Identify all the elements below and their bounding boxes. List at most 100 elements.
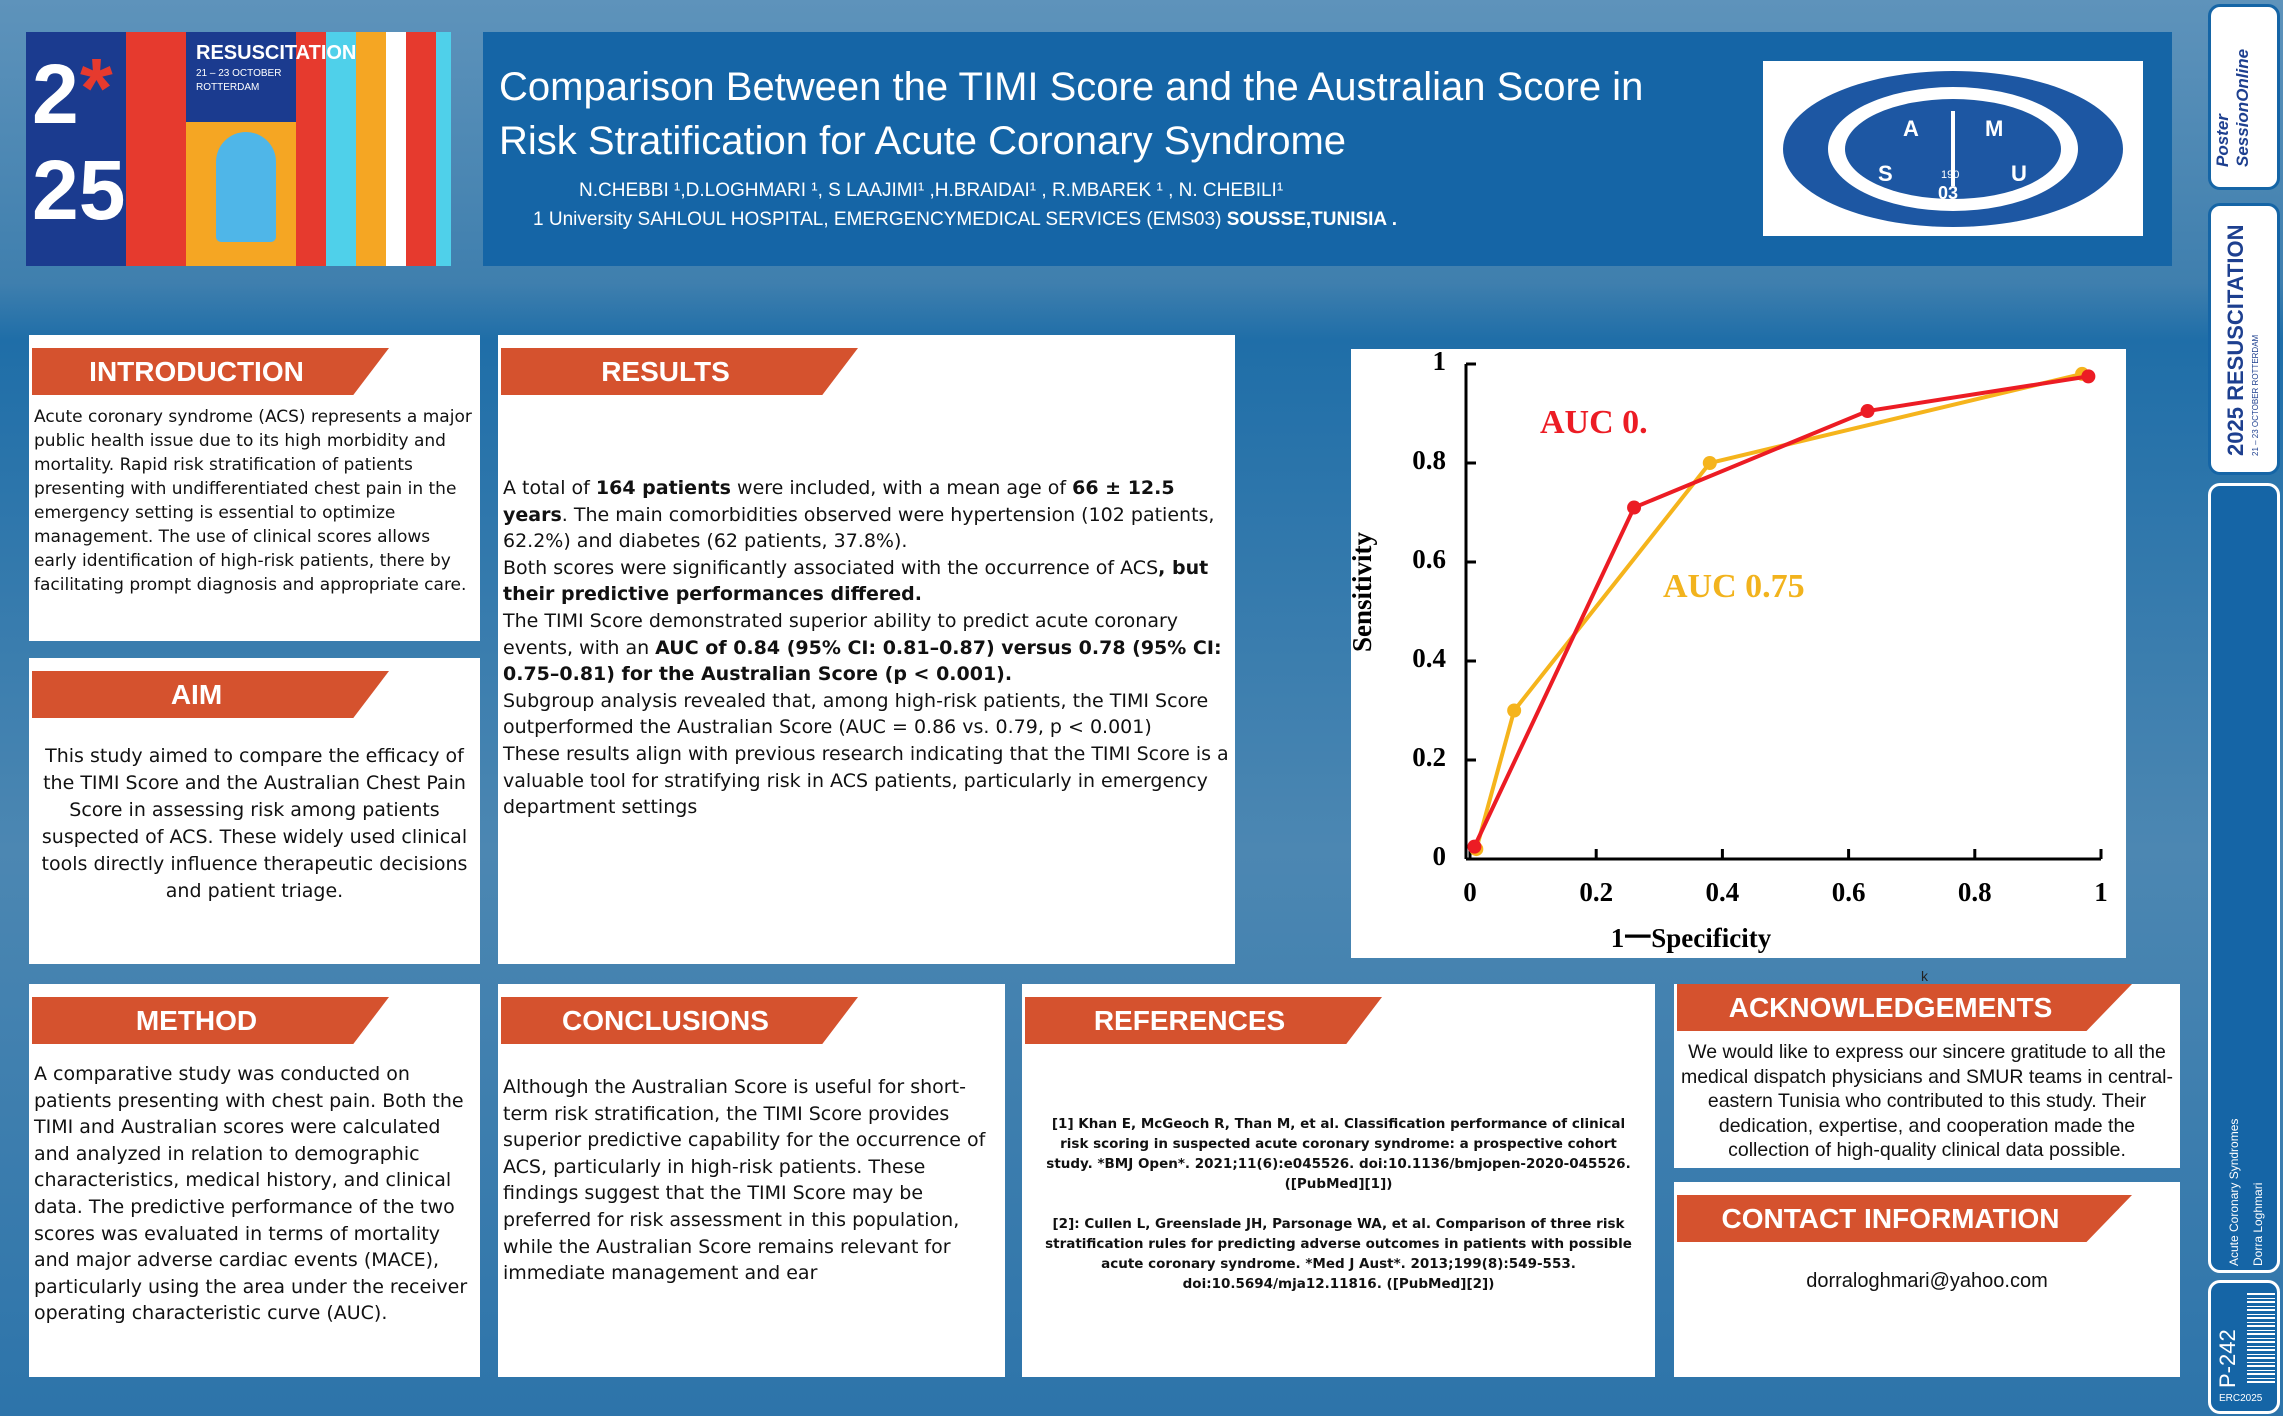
y-tick-label: 0.4 — [1412, 643, 1446, 673]
title: Comparison Between the TIMI Score and th… — [499, 65, 1644, 163]
roc-curve — [1474, 371, 2083, 850]
reference: [2]: Cullen L, Greenslade JH, Parsonage … — [1045, 1216, 1632, 1292]
conclusions-text: Although the Australian Score is useful … — [503, 1076, 986, 1285]
samu-logo: A M S U 190 03 — [1763, 61, 2143, 236]
results-emphasis: , but their predictive performances diff… — [503, 556, 1209, 606]
event-dates: 21 – 23 OCTOBER ROTTERDAM — [2251, 334, 2260, 456]
roc-point — [1467, 839, 1482, 854]
conclusions-panel: CONCLUSIONS Although the Australian Scor… — [498, 984, 1005, 1377]
logo-event: RESUSCITATION — [196, 42, 357, 64]
sidebar-info: Acute Coronary Syndromes Dorra Loghmari — [2208, 483, 2280, 1273]
results-segment: . The main comorbidities observed were h… — [503, 503, 1215, 553]
results-segment: Both scores were significantly associate… — [503, 556, 1159, 579]
sidebar-id: P-242 ERC2025 — [2208, 1280, 2280, 1414]
logo-digit: 25 — [32, 143, 126, 237]
results-paragraph: Subgroup analysis revealed that, among h… — [503, 688, 1230, 741]
samu-letter: M — [1985, 116, 2004, 141]
x-tick-label: 0.8 — [1958, 877, 1992, 907]
x-tick-label: 0.6 — [1832, 877, 1866, 907]
samu-letter: A — [1903, 116, 1919, 141]
method-text: A comparative study was conducted on pat… — [34, 1063, 468, 1325]
roc-chart: 0 0.2 0.4 0.6 0.8 1 0 0.2 0.4 0.6 0.8 1 1一Specificit… — [1347, 346, 2108, 953]
results-text: A total of 164 patients were included, w… — [503, 475, 1230, 821]
roc-point — [1507, 703, 1522, 718]
section-heading: RESULTS — [501, 348, 858, 395]
sidebar-brand: Poster SessionOnline — [2208, 4, 2280, 190]
results-paragraph: The TIMI Score demonstrated superior abi… — [503, 608, 1230, 688]
affiliation: 1 University SAHLOUL HOSPITAL, EMERGENCY… — [533, 209, 1397, 231]
poster-id: P-242 — [2215, 1329, 2240, 1388]
acknowledgements-text: We would like to express our sincere gra… — [1680, 1041, 2174, 1161]
method-panel: METHOD A comparative study was conducted… — [29, 984, 480, 1377]
samu-letter: U — [2011, 161, 2027, 186]
samu-letter: S — [1878, 161, 1893, 186]
logo-star: * — [80, 41, 113, 135]
x-axis-label: 1一Specificity — [1611, 923, 1772, 953]
x-tick-label: 0.4 — [1706, 877, 1740, 907]
brand: Poster SessionOnline — [2213, 48, 2252, 167]
sidebar-event: 2025 RESUSCITATION 21 – 23 OCTOBER ROTTE… — [2208, 203, 2280, 475]
affiliation-city: SOUSSE,TUNISIA . — [1226, 209, 1398, 230]
results-segment: The TIMI Score demonstrated superior abi… — [503, 609, 1179, 659]
stray-text: k — [1921, 968, 1928, 984]
chart-panel: 0 0.2 0.4 0.6 0.8 1 0 0.2 0.4 0.6 0.8 1 1一Specificit… — [1347, 346, 2126, 958]
header: Comparison Between the TIMI Score and th… — [483, 32, 2172, 266]
y-axis-label: Sensitivity — [1351, 531, 1377, 652]
references-panel: REFERENCES [1] Khan E, McGeoch R, Than M… — [1022, 984, 1655, 1377]
congress: ERC2025 — [2219, 1393, 2263, 1404]
auc-annotation: AUC 0. — [1540, 404, 1648, 441]
x-tick-label: 0 — [1463, 877, 1477, 907]
y-tick-label: 0 — [1433, 841, 1447, 871]
results-emphasis: 164 patients — [595, 477, 731, 499]
auc-annotation: AUC 0.75 — [1663, 568, 1805, 605]
x-tick-label: 0.2 — [1579, 877, 1613, 907]
section-heading: AIM — [32, 671, 389, 718]
section-heading: REFERENCES — [1025, 997, 1382, 1044]
acknowledgements-panel: ACKNOWLEDGEMENTS We would like to expres… — [1674, 984, 2180, 1168]
authors: N.CHEBBI ¹,D.LOGHMARI ¹, S LAAJIMI¹ ,H.B… — [579, 180, 1284, 201]
roc-point — [1860, 404, 1875, 419]
contact-panel: CONTACT INFORMATION dorraloghmari@yahoo.… — [1674, 1182, 2180, 1377]
section-heading: METHOD — [32, 997, 389, 1044]
section-heading: INTRODUCTION — [32, 348, 389, 395]
section-heading: CONTACT INFORMATION — [1677, 1195, 2132, 1242]
samu-year: 190 — [1941, 169, 1960, 181]
samu-unit: 03 — [1938, 183, 1959, 203]
results-segment: These results align with previous resear… — [503, 742, 1229, 819]
results-panel: RESULTS A total of 164 patients were inc… — [498, 335, 1235, 964]
section-heading: CONCLUSIONS — [501, 997, 858, 1044]
sidebar-event-name: 2025 RESUSCITATION — [2223, 216, 2249, 457]
roc-point — [1627, 500, 1642, 515]
y-tick-label: 0.6 — [1412, 544, 1446, 574]
event-logo: 2 * 25 RESUSCITATION 21 – 23 OCTOBER ROT… — [26, 32, 451, 266]
roc-point — [1702, 456, 1717, 470]
references-list: [1] Khan E, McGeoch R, Than M, et al. Cl… — [1042, 1114, 1635, 1294]
event-year: 2025 — [2223, 407, 2248, 456]
introduction-panel: INTRODUCTION Acute coronary syndrome (AC… — [29, 335, 480, 641]
results-segment: were included, with a mean age of — [731, 477, 1073, 499]
results-paragraph: These results align with previous resear… — [503, 741, 1230, 821]
y-tick-label: 1 — [1433, 349, 1447, 376]
samu-emblem — [1783, 71, 2123, 227]
introduction-text: Acute coronary syndrome (ACS) represents… — [34, 407, 472, 595]
logo-digit: 2 — [32, 47, 79, 141]
affiliation-text: 1 University SAHLOUL HOSPITAL, EMERGENCY… — [533, 209, 1227, 230]
y-tick-label: 0.2 — [1412, 742, 1446, 772]
event-name: RESUSCITATION — [2223, 224, 2248, 401]
results-paragraph: A total of 164 patients were included, w… — [503, 475, 1230, 555]
contact-email: dorraloghmari@yahoo.com — [1806, 1270, 2048, 1292]
logo-city: ROTTERDAM — [196, 82, 260, 93]
author: Dorra Loghmari — [2251, 1182, 2265, 1266]
results-paragraph: Both scores were significantly associate… — [503, 555, 1230, 608]
topic: Acute Coronary Syndromes — [2227, 1118, 2241, 1266]
roc-curve — [1472, 374, 2089, 848]
results-segment: A total of — [503, 477, 596, 499]
x-tick-label: 1 — [2094, 877, 2108, 907]
roc-point — [2081, 369, 2096, 384]
y-tick-label: 0.8 — [1412, 445, 1446, 475]
aim-panel: AIM This study aimed to compare the effi… — [29, 658, 480, 964]
section-heading: ACKNOWLEDGEMENTS — [1677, 984, 2132, 1031]
results-segment: Subgroup analysis revealed that, among h… — [503, 689, 1209, 739]
